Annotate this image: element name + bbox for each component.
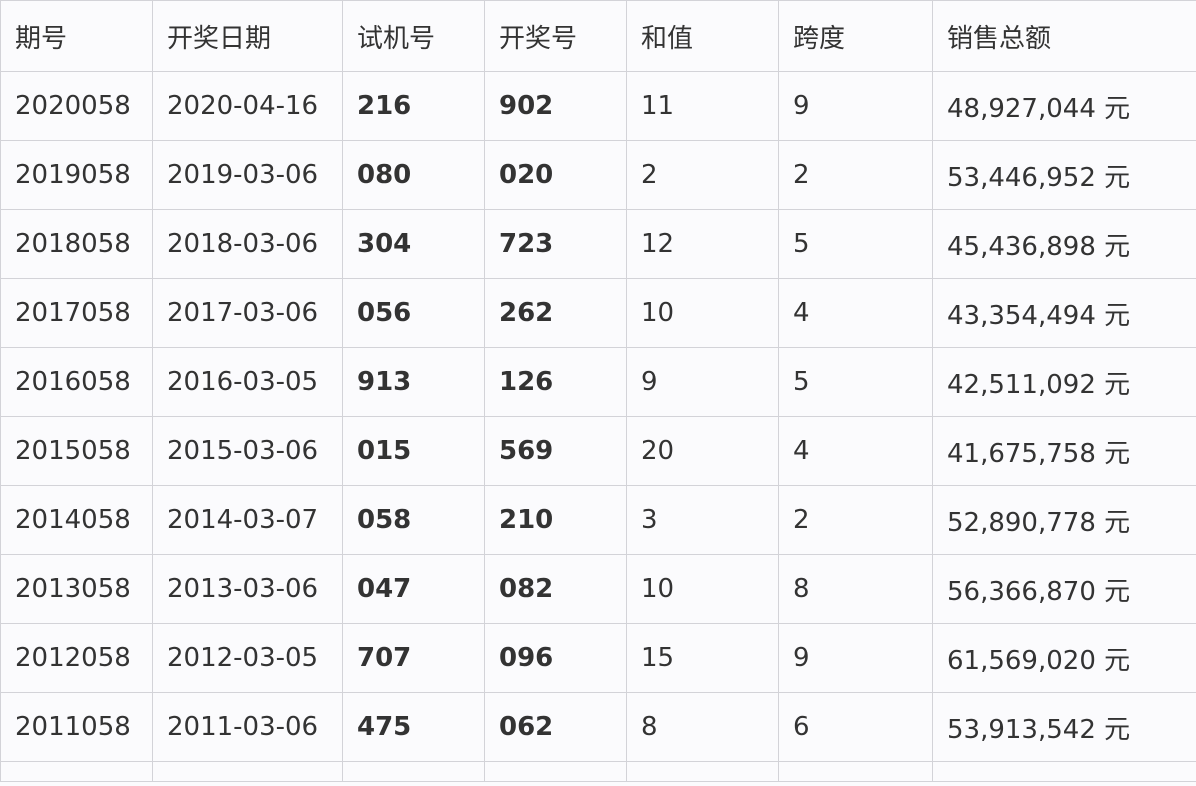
cell-span: 9 <box>778 623 933 693</box>
cell-issue: 2015058 <box>0 416 153 486</box>
cell-empty <box>484 761 627 782</box>
cell-winning-number: 723 <box>484 209 627 279</box>
cell-test-number: 080 <box>342 140 485 210</box>
table-row: 2014058 2014-03-07 058 210 3 2 52,890,778 元 <box>0 485 1196 555</box>
cell-winning-number: 062 <box>484 692 627 762</box>
cell-test-number: 304 <box>342 209 485 279</box>
cell-total-sales: 56,366,870 元 <box>932 554 1196 624</box>
cell-sum: 12 <box>626 209 779 279</box>
cell-issue: 2019058 <box>0 140 153 210</box>
cell-sum: 11 <box>626 71 779 141</box>
cell-test-number: 056 <box>342 278 485 348</box>
cell-test-number: 058 <box>342 485 485 555</box>
cell-issue: 2016058 <box>0 347 153 417</box>
cell-span: 4 <box>778 416 933 486</box>
table-row: 2019058 2019-03-06 080 020 2 2 53,446,952 元 <box>0 140 1196 210</box>
cell-test-number: 047 <box>342 554 485 624</box>
cell-sum: 10 <box>626 554 779 624</box>
header-total-sales: 销售总额 <box>932 0 1196 72</box>
header-draw-date: 开奖日期 <box>152 0 343 72</box>
cell-span: 5 <box>778 347 933 417</box>
cell-total-sales: 43,354,494 元 <box>932 278 1196 348</box>
cell-winning-number: 262 <box>484 278 627 348</box>
cell-test-number: 707 <box>342 623 485 693</box>
table-row: 2015058 2015-03-06 015 569 20 4 41,675,758 元 <box>0 416 1196 486</box>
cell-draw-date: 2011-03-06 <box>152 692 343 762</box>
cell-span: 8 <box>778 554 933 624</box>
cell-winning-number: 210 <box>484 485 627 555</box>
table-row: 2018058 2018-03-06 304 723 12 5 45,436,898 元 <box>0 209 1196 279</box>
cell-draw-date: 2014-03-07 <box>152 485 343 555</box>
header-issue: 期号 <box>0 0 153 72</box>
cell-winning-number: 569 <box>484 416 627 486</box>
cell-total-sales: 53,446,952 元 <box>932 140 1196 210</box>
cell-issue: 2018058 <box>0 209 153 279</box>
table-row: 2017058 2017-03-06 056 262 10 4 43,354,494 元 <box>0 278 1196 348</box>
table-row: 2011058 2011-03-06 475 062 8 6 53,913,542 元 <box>0 692 1196 762</box>
cell-winning-number: 126 <box>484 347 627 417</box>
cell-span: 4 <box>778 278 933 348</box>
cell-total-sales: 41,675,758 元 <box>932 416 1196 486</box>
cell-draw-date: 2018-03-06 <box>152 209 343 279</box>
cell-empty <box>342 761 485 782</box>
cell-draw-date: 2019-03-06 <box>152 140 343 210</box>
cell-winning-number: 082 <box>484 554 627 624</box>
header-sum: 和值 <box>626 0 779 72</box>
cell-draw-date: 2020-04-16 <box>152 71 343 141</box>
header-test-number: 试机号 <box>342 0 485 72</box>
cell-draw-date: 2015-03-06 <box>152 416 343 486</box>
header-span: 跨度 <box>778 0 933 72</box>
table-row-partial <box>0 761 1196 782</box>
cell-total-sales: 52,890,778 元 <box>932 485 1196 555</box>
cell-test-number: 475 <box>342 692 485 762</box>
header-row: 期号 开奖日期 试机号 开奖号 和值 跨度 销售总额 <box>0 0 1196 72</box>
cell-issue: 2013058 <box>0 554 153 624</box>
cell-draw-date: 2016-03-05 <box>152 347 343 417</box>
cell-test-number: 015 <box>342 416 485 486</box>
cell-draw-date: 2017-03-06 <box>152 278 343 348</box>
cell-issue: 2014058 <box>0 485 153 555</box>
cell-sum: 10 <box>626 278 779 348</box>
cell-sum: 8 <box>626 692 779 762</box>
header-winning-number: 开奖号 <box>484 0 627 72</box>
cell-empty <box>932 761 1196 782</box>
cell-issue: 2012058 <box>0 623 153 693</box>
table-row: 2013058 2013-03-06 047 082 10 8 56,366,870 元 <box>0 554 1196 624</box>
table-row: 2012058 2012-03-05 707 096 15 9 61,569,020 元 <box>0 623 1196 693</box>
cell-sum: 20 <box>626 416 779 486</box>
cell-span: 5 <box>778 209 933 279</box>
cell-sum: 2 <box>626 140 779 210</box>
cell-span: 2 <box>778 485 933 555</box>
cell-sum: 15 <box>626 623 779 693</box>
cell-span: 2 <box>778 140 933 210</box>
cell-total-sales: 61,569,020 元 <box>932 623 1196 693</box>
cell-total-sales: 48,927,044 元 <box>932 71 1196 141</box>
cell-draw-date: 2012-03-05 <box>152 623 343 693</box>
cell-issue: 2020058 <box>0 71 153 141</box>
cell-winning-number: 020 <box>484 140 627 210</box>
cell-empty <box>152 761 343 782</box>
cell-span: 9 <box>778 71 933 141</box>
cell-empty <box>0 761 153 782</box>
cell-empty <box>626 761 779 782</box>
cell-winning-number: 096 <box>484 623 627 693</box>
table-row: 2016058 2016-03-05 913 126 9 5 42,511,092 元 <box>0 347 1196 417</box>
cell-total-sales: 53,913,542 元 <box>932 692 1196 762</box>
cell-test-number: 913 <box>342 347 485 417</box>
cell-issue: 2017058 <box>0 278 153 348</box>
cell-total-sales: 42,511,092 元 <box>932 347 1196 417</box>
table-row: 2020058 2020-04-16 216 902 11 9 48,927,044 元 <box>0 71 1196 141</box>
cell-issue: 2011058 <box>0 692 153 762</box>
cell-total-sales: 45,436,898 元 <box>932 209 1196 279</box>
cell-sum: 9 <box>626 347 779 417</box>
cell-empty <box>778 761 933 782</box>
cell-sum: 3 <box>626 485 779 555</box>
cell-span: 6 <box>778 692 933 762</box>
cell-draw-date: 2013-03-06 <box>152 554 343 624</box>
cell-test-number: 216 <box>342 71 485 141</box>
cell-winning-number: 902 <box>484 71 627 141</box>
